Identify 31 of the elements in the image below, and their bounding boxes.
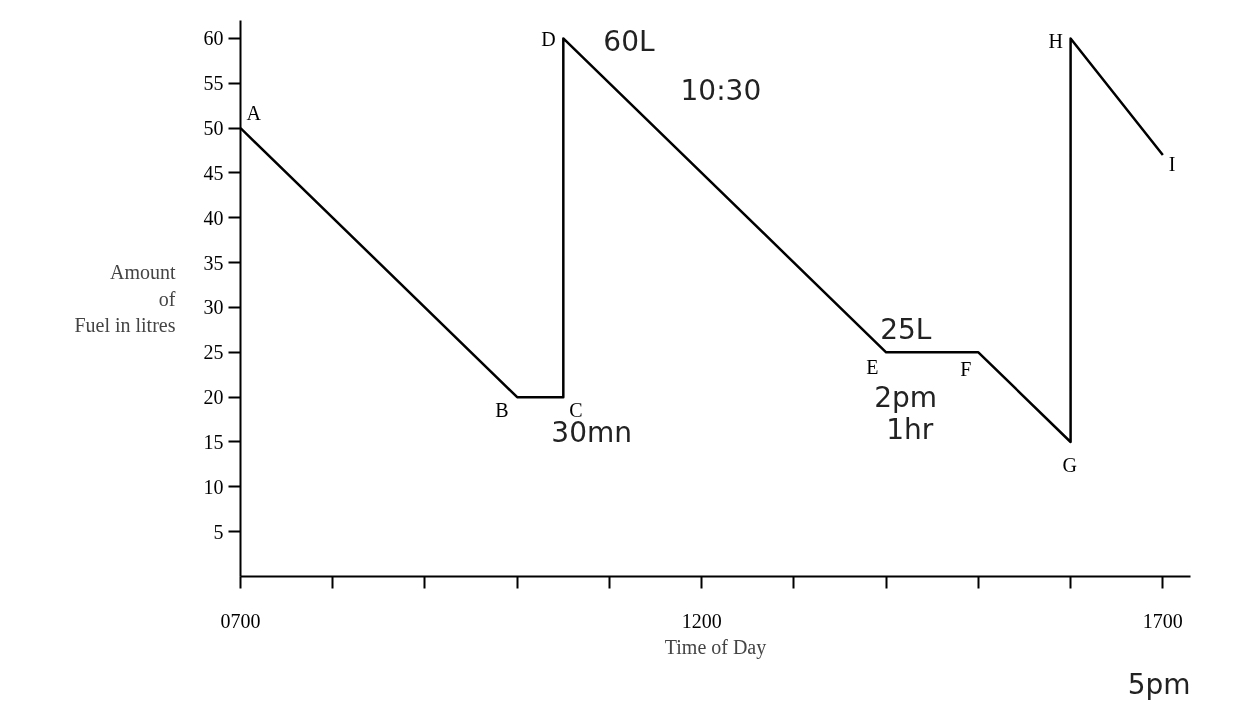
y-tick-label: 10 xyxy=(203,475,224,498)
annotation: H xyxy=(1048,30,1064,53)
y-tick-label: 35 xyxy=(203,251,224,274)
text: 5pm xyxy=(1127,667,1191,701)
annotation: F xyxy=(960,358,972,381)
annotation: 1hr xyxy=(886,413,934,447)
annotation: 60L xyxy=(603,25,655,59)
y-tick-label: 5 xyxy=(213,520,224,543)
y-axis-title: Amount of Fuel in litres xyxy=(74,261,176,336)
y-tick-label: 45 xyxy=(203,161,224,184)
y-tick-label: 40 xyxy=(203,206,224,229)
y-tick-label: 25 xyxy=(203,341,224,364)
y-tick-label: 15 xyxy=(203,430,224,453)
x-tick-label: 0700 xyxy=(220,609,261,632)
y-tick-label: 30 xyxy=(203,296,224,319)
annotation: I xyxy=(1168,153,1176,176)
y-tick-label: 20 xyxy=(203,386,224,409)
annotation: B xyxy=(495,399,509,422)
annotation: A xyxy=(246,102,262,125)
annotation: D xyxy=(541,28,556,51)
annotation: E xyxy=(866,356,879,379)
x-axis-title: Time of Day xyxy=(664,635,767,659)
x-tick-label: 1700 xyxy=(1142,609,1183,632)
annotation: 25L xyxy=(880,313,932,347)
annotation: 10:30 xyxy=(680,73,762,107)
annotation: 2pm xyxy=(874,381,938,415)
y-tick-label: 50 xyxy=(203,117,224,140)
y-tick-label: 60 xyxy=(203,27,224,50)
annotation: G xyxy=(1062,453,1078,476)
y-tick-label: 55 xyxy=(203,72,224,95)
x-tick-label: 1200 xyxy=(681,609,722,632)
